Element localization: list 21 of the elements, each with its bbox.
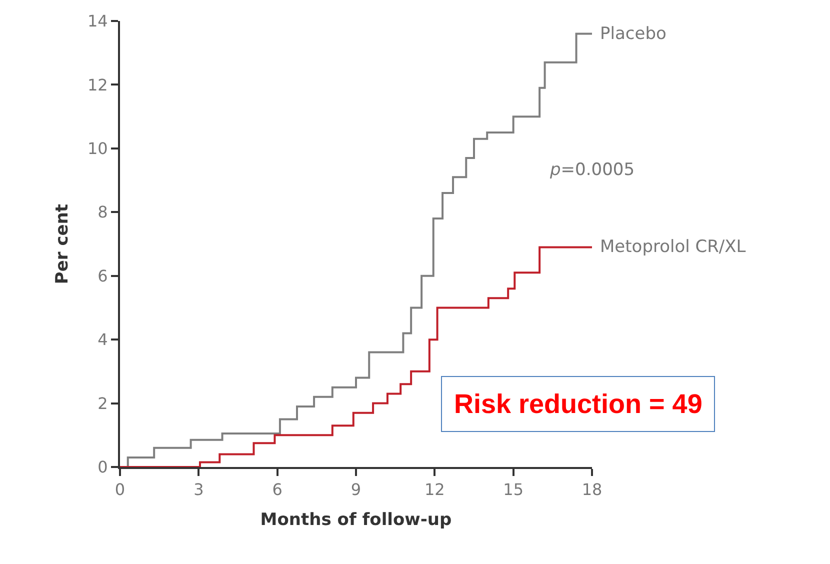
- series-label: Metoprolol CR/XL: [600, 237, 746, 257]
- y-tick-label: 10: [87, 139, 108, 158]
- x-tick-label: 6: [272, 480, 282, 500]
- y-tick-label: 0: [98, 458, 108, 477]
- y-tick-label: 6: [98, 266, 108, 286]
- series-label: Placebo: [600, 24, 666, 44]
- y-tick-label: 8: [98, 202, 108, 222]
- y-tick-label: 14: [87, 12, 108, 31]
- x-tick-label: 18: [582, 480, 602, 500]
- y-tick-label: 12: [87, 75, 108, 94]
- y-tick-label: 4: [98, 330, 108, 350]
- x-tick-label: 12: [424, 480, 445, 500]
- x-tick-label: 0: [114, 480, 126, 500]
- y-tick-label: 2: [98, 394, 108, 413]
- y-axis-title: Per cent: [52, 204, 72, 284]
- annotation: p=0.0005: [549, 160, 635, 180]
- x-tick-label: 9: [350, 480, 362, 500]
- x-axis-title: Months of follow-up: [260, 510, 452, 530]
- annotation: Risk reduction = 49: [454, 389, 702, 419]
- x-tick-label: 15: [503, 480, 524, 500]
- x-tick-label: 3: [194, 480, 204, 500]
